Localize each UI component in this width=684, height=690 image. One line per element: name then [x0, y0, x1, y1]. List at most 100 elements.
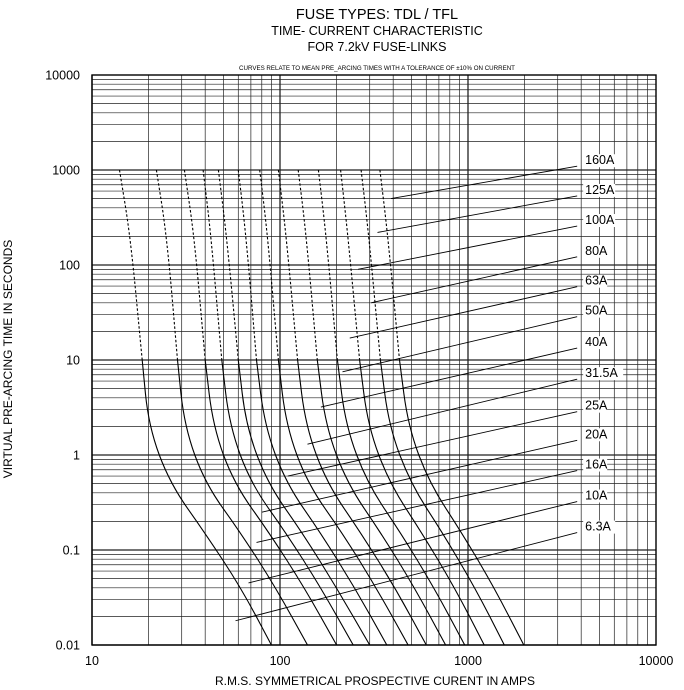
y-tick-label: 1: [73, 449, 80, 463]
x-tick-label: 10: [85, 654, 99, 668]
x-tick-label: 100: [270, 654, 291, 668]
rating-label-bg: [583, 304, 608, 318]
curve-dashed-segment: [360, 169, 381, 361]
chart-subtitle-line-2: FOR 7.2kV FUSE-LINKS: [308, 40, 447, 54]
fuse-curve-10a: [155, 169, 308, 646]
curve-dashed-segment: [340, 169, 361, 361]
rating-label-bg: [583, 274, 608, 288]
rating-leader-line: [248, 501, 578, 584]
curve-solid-segment: [359, 359, 485, 646]
y-tick-label: 10000: [45, 69, 80, 83]
rating-leader-line: [307, 378, 578, 445]
fuse-curve-40a: [259, 169, 409, 646]
rating-label-bg: [583, 489, 608, 503]
curve-dashed-segment: [259, 169, 279, 361]
rating-label: 31.5A: [585, 366, 618, 380]
grid: [91, 75, 656, 646]
rating-label-bg: [583, 399, 608, 413]
rating-leader-line: [377, 195, 578, 233]
rating-label-bg: [583, 154, 616, 168]
rating-label: 6.3A: [585, 520, 611, 534]
curve-solid-segment: [379, 359, 505, 646]
rating-label-bg: [583, 520, 616, 534]
rating-label-bg: [583, 244, 608, 258]
x-axis-label: R.M.S. SYMMETRICAL PROSPECTIVE CURENT IN…: [215, 674, 535, 688]
curve-solid-segment: [237, 359, 371, 646]
rating-label: 40A: [585, 335, 608, 349]
rating-label: 16A: [585, 458, 608, 472]
y-tick-label: 1000: [52, 164, 80, 178]
curve-solid-segment: [221, 359, 354, 646]
fuse-curve-160a: [379, 169, 525, 646]
rating-label: 10A: [585, 489, 608, 503]
rating-leader-line: [349, 286, 578, 339]
rating-label: 160A: [585, 153, 615, 167]
rating-label: 25A: [585, 399, 608, 413]
fuse-curves: [118, 169, 525, 646]
curve-solid-segment: [255, 359, 388, 646]
rating-label-bg: [583, 458, 608, 472]
curve-dashed-segment: [118, 169, 143, 361]
rating-label: 20A: [585, 427, 608, 441]
curve-solid-segment: [297, 359, 427, 646]
x-tick-label: 1000: [454, 654, 482, 668]
rating-leader-line: [320, 347, 578, 408]
rating-leader-line: [342, 316, 578, 373]
rating-label: 50A: [585, 304, 608, 318]
plot-frame: [91, 74, 657, 646]
rating-leader-line: [235, 532, 578, 622]
fuse-curve-31-5a: [237, 169, 388, 646]
rating-leaders: 160A 125A 100A 80A 63A 50A 40A 31.5A 25A 20A 16A 10…: [235, 153, 624, 622]
rating-label: 100A: [585, 213, 615, 227]
rating-label-bg: [583, 183, 616, 197]
rating-label: 80A: [585, 244, 608, 258]
rating-leader-line: [261, 439, 578, 513]
curve-solid-segment: [277, 359, 409, 646]
curve-dashed-segment: [237, 169, 258, 361]
fuse-curve-16a: [183, 169, 338, 646]
curve-dashed-segment: [202, 169, 223, 361]
fuse-curve-20a: [202, 169, 354, 646]
fuse-curve-6-3a: [118, 169, 272, 646]
axis-ticks: 10 100 1000 10000 10000 1000 100 10 1 0.1 0.01: [45, 69, 673, 669]
curve-dashed-segment: [217, 169, 239, 361]
fuse-curve-80a: [317, 169, 466, 646]
rating-label-bg: [583, 336, 608, 350]
chart-title: FUSE TYPES: TDL / TFL: [296, 7, 458, 23]
curve-dashed-segment: [155, 169, 179, 361]
curve-solid-segment: [204, 359, 338, 646]
rating-label-bg: [583, 428, 608, 442]
rating-label: 63A: [585, 274, 608, 288]
curve-solid-segment: [141, 359, 272, 646]
y-axis-label: VIRTUAL PRE-ARCING TIME IN SECONDS: [1, 240, 15, 478]
tolerance-note: CURVES RELATE TO MEAN PRE_ARCING TIMES W…: [239, 65, 515, 72]
curve-solid-segment: [336, 359, 466, 646]
curve-solid-segment: [398, 359, 525, 646]
y-tick-label: 0.01: [56, 639, 80, 653]
curve-dashed-segment: [183, 169, 206, 361]
rating-label-bg: [583, 214, 616, 228]
rating-leader-line: [370, 256, 578, 304]
fuse-curve-100a: [340, 169, 485, 646]
rating-label-bg: [583, 367, 624, 381]
fuse-curve-125a: [360, 169, 505, 646]
curve-dashed-segment: [379, 169, 401, 361]
curve-solid-segment: [176, 359, 308, 646]
curve-dashed-segment: [297, 169, 318, 361]
rating-leader-line: [357, 225, 578, 270]
y-tick-label: 10: [66, 354, 80, 368]
y-tick-label: 100: [59, 259, 80, 273]
rating-leader-line: [256, 470, 578, 543]
fuse-curve-25a: [217, 169, 371, 646]
curve-solid-segment: [316, 359, 447, 646]
y-tick-label: 0.1: [63, 544, 80, 558]
fuse-curve-63a: [297, 169, 447, 646]
curve-dashed-segment: [277, 169, 299, 361]
rating-leader-line: [391, 165, 578, 200]
curve-dashed-segment: [317, 169, 338, 361]
rating-leader-line: [287, 411, 578, 477]
x-tick-label: 10000: [639, 654, 674, 668]
chart-subtitle-line-1: TIME- CURRENT CHARACTERISTIC: [271, 24, 483, 38]
rating-label: 125A: [585, 183, 615, 197]
